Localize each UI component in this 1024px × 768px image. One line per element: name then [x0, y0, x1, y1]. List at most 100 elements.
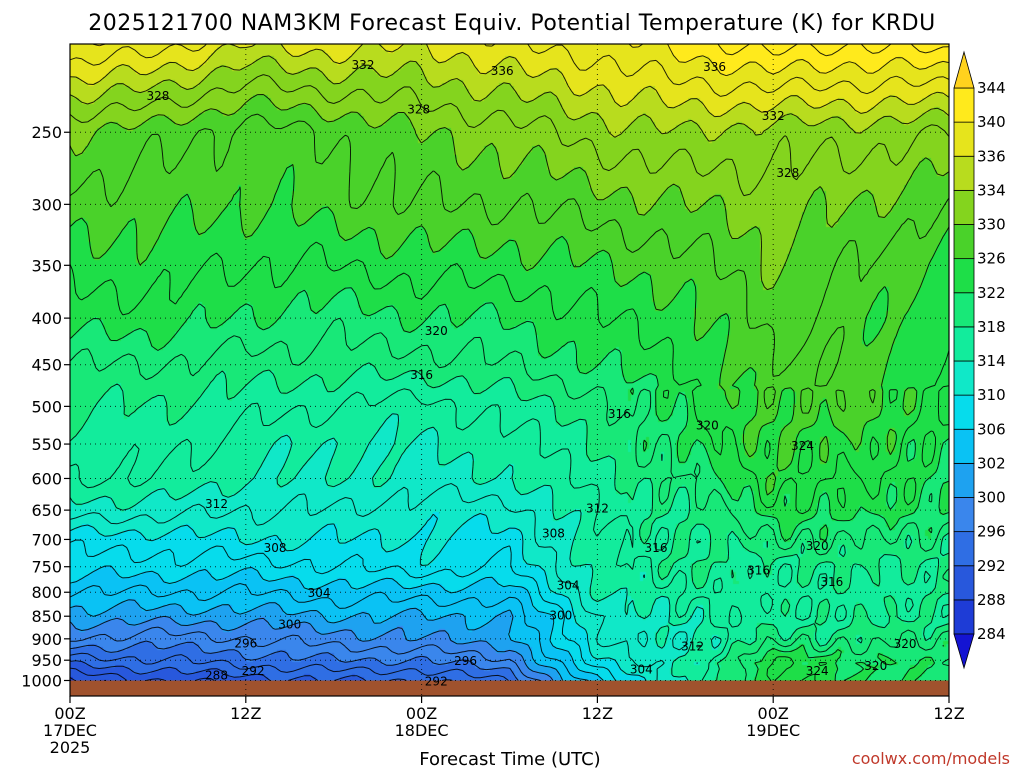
- colorbar-band: [953, 155, 975, 191]
- contour-label: 300: [549, 608, 572, 622]
- colorbar-min-arrow: [953, 633, 975, 670]
- x-tick-label: 12Z: [933, 704, 964, 723]
- colorbar-band: [953, 428, 975, 464]
- contour-label: 288: [205, 668, 228, 682]
- x-tick-label: 19DEC: [746, 721, 800, 740]
- colorbar-band: [953, 87, 975, 123]
- contour-label: 316: [608, 407, 631, 421]
- colorbar-max-arrow: [953, 50, 975, 89]
- x-tick-label: 00Z: [54, 704, 85, 723]
- colorbar-label: 296: [977, 523, 1006, 541]
- contour-label: 320: [806, 539, 829, 553]
- colorbar-band: [953, 599, 975, 635]
- x-tick-label: 12Z: [230, 704, 261, 723]
- contour-label: 300: [278, 618, 301, 632]
- x-tick-label: 00Z: [758, 704, 789, 723]
- colorbar-label: 284: [977, 625, 1006, 643]
- contour-label: 336: [491, 64, 514, 78]
- contour-label: 320: [864, 659, 887, 673]
- contour-label: 320: [894, 637, 917, 651]
- colorbar: 284 288 292 296 300 302 306 310 314 318 322 326 330 3…: [953, 50, 1006, 670]
- contour-label: 308: [542, 527, 565, 541]
- contour-label: 304: [557, 578, 580, 592]
- contour-label: 304: [630, 662, 653, 676]
- y-tick-label: 450: [31, 356, 62, 375]
- colorbar-band: [953, 394, 975, 430]
- y-tick-label: 950: [31, 651, 62, 670]
- contour-label: 292: [242, 664, 265, 678]
- y-tick-label: 400: [31, 309, 62, 328]
- chart-title: 2025121700 NAM3KM Forecast Equiv. Potent…: [88, 11, 935, 36]
- contour-label: 312: [205, 497, 228, 511]
- contour-label: 292: [425, 674, 448, 688]
- contour-label: 316: [820, 575, 843, 589]
- contour-label: 320: [696, 419, 719, 433]
- colorbar-label: 314: [977, 352, 1006, 370]
- plot-frame: [69, 43, 950, 697]
- x-axis-label: Forecast Time (UTC): [419, 749, 600, 768]
- contour-label: 328: [776, 166, 799, 180]
- y-tick-label: 600: [31, 469, 62, 488]
- colorbar-band: [953, 258, 975, 294]
- colorbar-band: [953, 326, 975, 362]
- colorbar-label: 292: [977, 557, 1006, 575]
- contour-label: 316: [747, 563, 770, 577]
- contour-label: 324: [791, 439, 814, 453]
- colorbar-label: 344: [977, 79, 1006, 97]
- contour-label: 336: [703, 60, 726, 74]
- colorbar-band: [953, 565, 975, 601]
- contour-path: [69, 43, 950, 681]
- colorbar-label: 306: [977, 420, 1006, 438]
- y-tick-label: 850: [31, 607, 62, 626]
- colorbar-band: [953, 497, 975, 533]
- colorbar-label: 340: [977, 113, 1006, 131]
- contour-label: 312: [681, 640, 704, 654]
- y-tick-label: 650: [31, 501, 62, 520]
- y-tick-label: 300: [31, 195, 62, 214]
- colorbar-label: 334: [977, 181, 1006, 199]
- y-tick-label: 900: [31, 630, 62, 649]
- x-tick-label: 17DEC: [43, 721, 97, 740]
- colorbar-band: [953, 121, 975, 157]
- x-tick-label: 00Z: [406, 704, 437, 723]
- colorbar-label: 310: [977, 386, 1006, 404]
- y-axis: 250 300 350 400 450 500 550 600 650 700 750 800 850 9…: [21, 123, 70, 690]
- contour-label: 316: [410, 368, 433, 382]
- contour-label: 320: [425, 324, 448, 338]
- credit-text: coolwx.com/models: [852, 749, 1010, 768]
- colorbar-label: 326: [977, 250, 1006, 268]
- y-tick-label: 550: [31, 435, 62, 454]
- y-tick-label: 700: [31, 530, 62, 549]
- y-tick-label: 250: [31, 123, 62, 142]
- x-tick-label: 2025: [50, 738, 91, 757]
- colorbar-band: [953, 360, 975, 396]
- colorbar-band: [953, 292, 975, 328]
- colorbar-label: 336: [977, 147, 1006, 165]
- colorbar-band: [953, 189, 975, 225]
- contour-label: 328: [146, 89, 169, 103]
- contour-label: 312: [586, 501, 609, 515]
- colorbar-label: 302: [977, 454, 1006, 472]
- contour-label: 328: [407, 102, 430, 116]
- contour-label: 308: [264, 541, 287, 555]
- colorbar-band: [953, 224, 975, 260]
- y-tick-label: 500: [31, 397, 62, 416]
- colorbar-label: 288: [977, 591, 1006, 609]
- contour-label: 296: [454, 654, 477, 668]
- contour-label: 324: [806, 664, 829, 678]
- contour-label: 332: [352, 58, 375, 72]
- y-tick-label: 750: [31, 558, 62, 577]
- contour-label: 296: [234, 637, 257, 651]
- colorbar-label: 330: [977, 216, 1006, 234]
- colorbar-band: [953, 531, 975, 567]
- y-tick-label: 800: [31, 583, 62, 602]
- x-tick-label: 18DEC: [395, 721, 449, 740]
- colorbar-label: 322: [977, 284, 1006, 302]
- colorbar-band: [953, 462, 975, 498]
- contour-label: 332: [762, 109, 785, 123]
- ground-surface: [70, 680, 949, 696]
- x-tick-label: 12Z: [582, 704, 613, 723]
- y-tick-label: 350: [31, 256, 62, 275]
